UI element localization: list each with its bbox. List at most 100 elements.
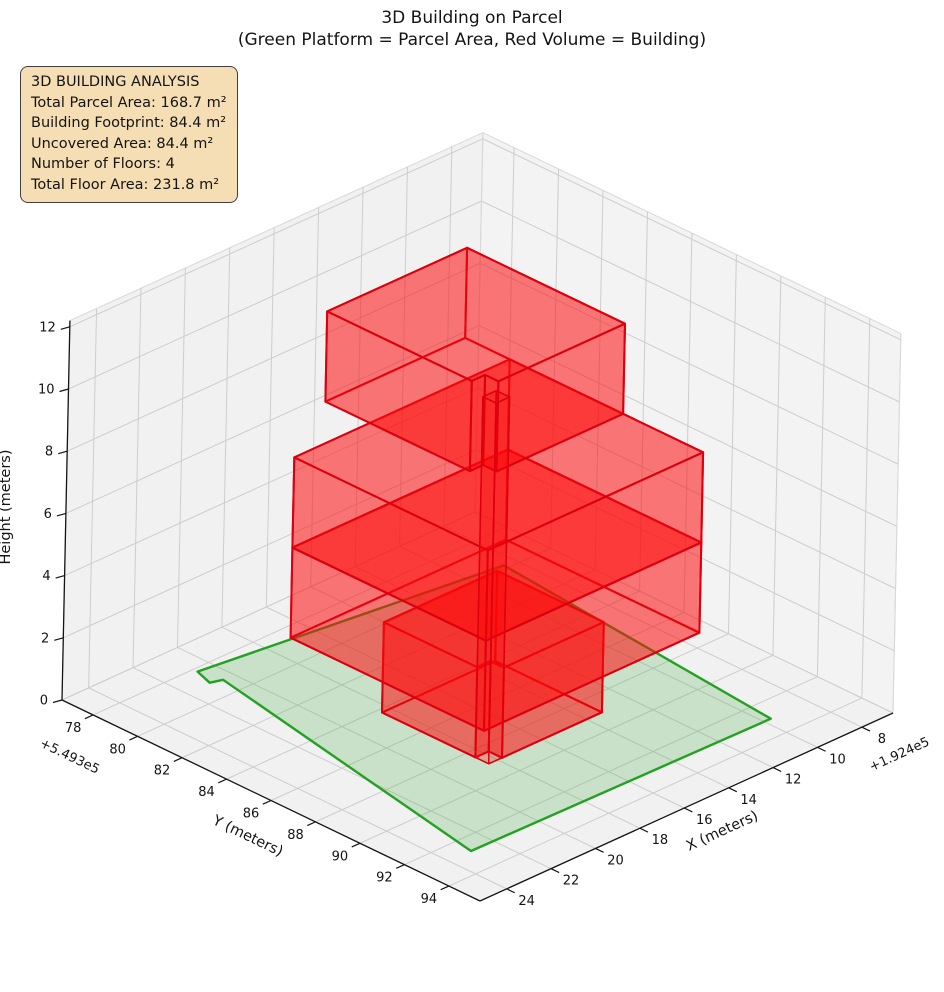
pane-corner-edge [474, 132, 484, 513]
grid-z-right [481, 200, 900, 403]
y-tick [262, 799, 272, 805]
grid-z-left [66, 262, 481, 452]
z-tick-label: 4 [42, 569, 50, 584]
y-tick-label: 86 [243, 807, 260, 822]
chart-title-line1: 3D Building on Parcel [381, 8, 563, 28]
z-tick-label: 12 [39, 320, 56, 335]
y-tick [395, 864, 405, 869]
grid-lines [61, 132, 902, 890]
building-shaft-top [482, 389, 511, 404]
grid-y-wall [727, 254, 737, 634]
grid-x-wall [399, 166, 408, 547]
y-tick [351, 842, 361, 848]
grid-y-floor [404, 676, 818, 866]
x-tick-label: 24 [518, 894, 535, 909]
infobox-footprint: Building Footprint: 84.4 m² [31, 115, 227, 131]
infobox-floors: Number of Floors: 4 [31, 156, 175, 172]
grid-z-left [68, 200, 482, 390]
y-tick-label: 78 [65, 721, 82, 736]
infobox-parcel-area: Total Parcel Area: 168.7 m² [31, 94, 227, 111]
z-tick-label: 2 [41, 631, 49, 646]
grid-z-left [63, 449, 477, 639]
infobox-uncovered: Uncovered Area: 84.4 m² [31, 135, 214, 152]
building-floor-4-top [326, 246, 626, 383]
grid-z-left [69, 138, 484, 328]
y-tick [84, 714, 94, 720]
x-tick [772, 767, 782, 773]
x-tick-label: 20 [607, 853, 624, 868]
x-tick-label: 10 [829, 752, 846, 767]
grid-y-floor [137, 547, 551, 737]
y-tick-label: 92 [376, 871, 393, 886]
grid-x-wall [176, 268, 186, 648]
grid-z-right [479, 262, 899, 465]
grid-y-wall [639, 211, 648, 592]
x-tick-label: 18 [652, 833, 669, 848]
y-axis-offset-text: +5.493e5 [37, 736, 102, 777]
y-tick-label: 88 [287, 828, 304, 843]
grid-z-left [61, 511, 476, 701]
building-shaft [474, 389, 511, 765]
x-tick-label: 22 [563, 874, 580, 889]
z-tick [59, 388, 69, 393]
building-floor-4 [324, 246, 626, 473]
y-tick [173, 757, 183, 762]
x-tick [684, 807, 693, 813]
z-tick [58, 450, 68, 455]
x-tick [728, 787, 738, 793]
y-tick [307, 821, 316, 827]
chart-title-line2: (Green Platform = Parcel Area, Red Volum… [237, 30, 707, 50]
x-tick [595, 847, 604, 853]
pane-right-edge [892, 333, 902, 714]
y-tick-label: 80 [109, 742, 126, 757]
grid-z-right [482, 138, 902, 341]
grid-x-wall [443, 146, 453, 527]
grid-y-wall [861, 318, 871, 699]
z-tick [52, 699, 63, 704]
building-floor-3-top [293, 358, 705, 552]
grid-y-wall [772, 275, 782, 656]
z-tick [56, 512, 67, 517]
grid-y-floor [226, 590, 640, 780]
building-floor-2 [289, 448, 703, 732]
tick-layer: 0246810127880828486889092948101214161820… [38, 320, 886, 909]
grid-y-floor [270, 612, 685, 801]
grid-x-wall [265, 227, 275, 608]
building-layer [289, 246, 705, 765]
y-tick-label: 90 [332, 849, 349, 864]
grid-y-wall [594, 190, 604, 570]
x-tick [861, 726, 871, 732]
z-axis-label: Height (meters) [0, 449, 14, 564]
grid-z-right [474, 511, 894, 714]
y-tick [129, 735, 138, 741]
grid-x-wall [354, 187, 364, 567]
x-tick-label: 16 [696, 813, 713, 828]
grid-y-wall [816, 297, 826, 677]
z-tick [55, 575, 65, 579]
grid-z-left [64, 387, 478, 577]
grid-y-wall [550, 168, 560, 549]
x-tick [639, 827, 649, 833]
z-axis-line [61, 320, 71, 701]
grid-z-left [65, 324, 480, 514]
y-tick [218, 778, 227, 784]
x-tick-label: 14 [740, 793, 757, 808]
y-tick-label: 84 [198, 785, 215, 800]
infobox-title: 3D BUILDING ANALYSIS [31, 74, 200, 90]
x-tick [506, 888, 516, 894]
x-tick [817, 746, 826, 752]
grid-z-right [477, 387, 896, 590]
z-tick-label: 0 [40, 694, 48, 709]
z-tick-label: 10 [38, 383, 55, 398]
grid-y-floor [181, 569, 596, 759]
x-axis-line [479, 712, 894, 902]
grid-x-wall [221, 247, 231, 628]
grid-y-floor [359, 654, 774, 844]
grid-y-floor [92, 526, 507, 716]
z-tick-label: 6 [44, 507, 52, 522]
chart-title: 3D Building on Parcel (Green Platform = … [0, 7, 944, 51]
x-tick [550, 868, 560, 874]
building-floor-1 [381, 569, 605, 759]
